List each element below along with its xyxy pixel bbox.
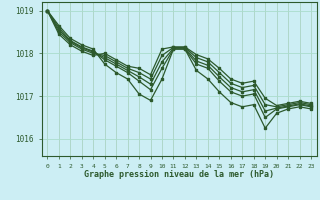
X-axis label: Graphe pression niveau de la mer (hPa): Graphe pression niveau de la mer (hPa)	[84, 170, 274, 179]
